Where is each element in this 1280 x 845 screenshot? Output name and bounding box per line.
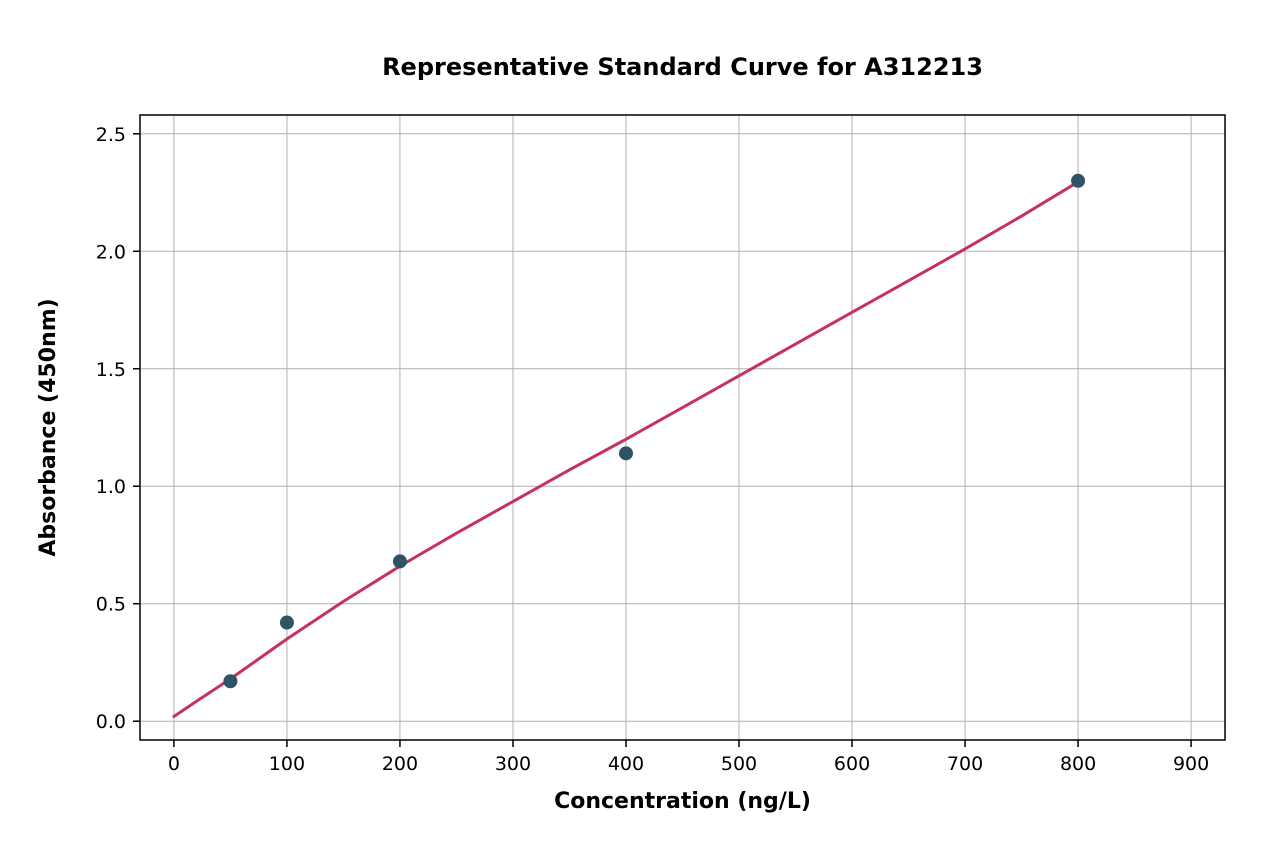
ytick-label: 1.0 xyxy=(96,476,126,498)
data-point xyxy=(280,616,294,630)
xtick-label: 200 xyxy=(382,753,418,775)
xtick-label: 900 xyxy=(1173,753,1209,775)
data-point xyxy=(393,554,407,568)
xtick-label: 400 xyxy=(608,753,644,775)
chart-container: 0 100 200 300 400 500 600 700 800 900 0.0 0.5 1.0 1.5… xyxy=(0,0,1280,845)
ytick-label: 0.5 xyxy=(96,594,126,616)
xtick-label: 800 xyxy=(1060,753,1096,775)
xtick-label: 100 xyxy=(269,753,305,775)
xtick-label: 700 xyxy=(947,753,983,775)
ytick-label: 0.0 xyxy=(96,711,126,733)
xtick-label: 300 xyxy=(495,753,531,775)
ytick-label: 1.5 xyxy=(96,359,126,381)
ytick-label: 2.5 xyxy=(96,124,126,146)
standard-curve-chart: 0 100 200 300 400 500 600 700 800 900 0.0 0.5 1.0 1.5… xyxy=(0,0,1280,845)
data-point xyxy=(1071,174,1085,188)
xtick-label: 500 xyxy=(721,753,757,775)
data-point xyxy=(223,674,237,688)
plot-area xyxy=(140,115,1225,740)
xtick-label: 0 xyxy=(168,753,180,775)
y-axis-label: Absorbance (450nm) xyxy=(36,298,61,556)
data-point xyxy=(619,446,633,460)
chart-title: Representative Standard Curve for A31221… xyxy=(382,53,983,81)
ytick-label: 2.0 xyxy=(96,241,126,263)
xtick-label: 600 xyxy=(834,753,870,775)
x-axis-label: Concentration (ng/L) xyxy=(554,789,811,814)
